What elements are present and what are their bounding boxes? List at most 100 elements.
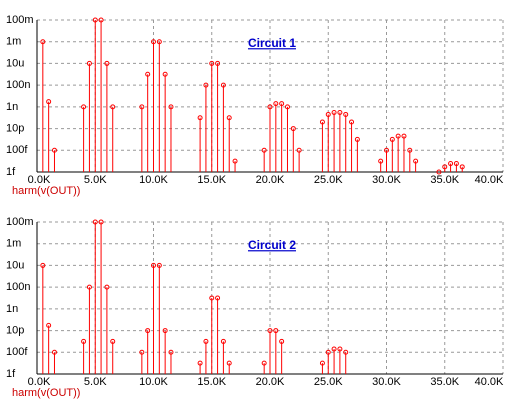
y-tick-label: 10p bbox=[6, 122, 24, 134]
stem-head bbox=[110, 104, 116, 110]
x-tick-label: 35.0K bbox=[430, 174, 459, 186]
y-tick-label: 1f bbox=[6, 368, 16, 380]
x-tick-label: 40.0K bbox=[475, 174, 504, 186]
y-tick-label: 100m bbox=[6, 14, 34, 26]
stem-head bbox=[46, 322, 52, 328]
y-tick-label: 1n bbox=[6, 101, 18, 113]
stem-head bbox=[51, 147, 57, 153]
stem-head bbox=[86, 284, 92, 290]
stem-head bbox=[81, 104, 87, 110]
x-tick-label: 25.0K bbox=[314, 174, 343, 186]
stem-head bbox=[203, 338, 209, 344]
stem-head bbox=[290, 126, 296, 132]
stem-head bbox=[81, 338, 87, 344]
stem-head bbox=[395, 133, 401, 139]
stem-head bbox=[273, 101, 279, 107]
x-tick-label: 20.0K bbox=[256, 376, 285, 388]
stem-head bbox=[92, 219, 98, 225]
x-tick-label: 15.0K bbox=[197, 174, 226, 186]
stem-head bbox=[86, 60, 92, 66]
x-tick-label: 25.0K bbox=[314, 376, 343, 388]
stem-head bbox=[98, 17, 104, 23]
y-tick-label: 100n bbox=[6, 281, 30, 293]
stem-head bbox=[156, 262, 162, 268]
stem-head bbox=[145, 71, 151, 77]
y-tick-label: 1m bbox=[6, 36, 21, 48]
x-tick-label: 35.0K bbox=[430, 376, 459, 388]
stem-head bbox=[343, 111, 349, 117]
stem-head bbox=[203, 82, 209, 88]
stem-head bbox=[325, 111, 331, 117]
stem-head bbox=[92, 17, 98, 23]
stem-head bbox=[331, 346, 337, 352]
annotation: Circuit 1 bbox=[248, 36, 296, 50]
stem-head bbox=[40, 262, 46, 268]
stem-head bbox=[389, 136, 395, 142]
stem-head bbox=[261, 360, 267, 366]
stem-head bbox=[197, 360, 203, 366]
stem-head bbox=[384, 147, 389, 153]
stem-head bbox=[273, 328, 279, 334]
stem-head bbox=[226, 360, 232, 366]
stem-head bbox=[215, 295, 221, 301]
stem-head bbox=[215, 60, 221, 66]
x-tick-label: 0.0K bbox=[28, 376, 51, 388]
stem-head bbox=[448, 161, 454, 167]
stem-head bbox=[110, 338, 116, 344]
stem-head bbox=[104, 60, 110, 66]
y-tick-label: 1f bbox=[6, 166, 16, 178]
stem-head bbox=[51, 349, 57, 355]
stem-head bbox=[413, 158, 419, 164]
stem-head bbox=[325, 349, 331, 355]
y-tick-label: 10p bbox=[6, 324, 24, 336]
stem-head bbox=[453, 161, 459, 167]
stem-head bbox=[197, 115, 203, 121]
stem-head bbox=[279, 338, 285, 344]
y-tick-label: 100f bbox=[6, 346, 28, 358]
x-tick-label: 30.0K bbox=[372, 174, 401, 186]
y-tick-label: 1n bbox=[6, 303, 18, 315]
stem-head bbox=[261, 147, 267, 153]
x-tick-label: 0.0K bbox=[28, 174, 51, 186]
stem-head bbox=[267, 104, 273, 110]
stem-head bbox=[168, 349, 174, 355]
x-tick-label: 10.0K bbox=[139, 174, 168, 186]
stem-head bbox=[162, 71, 168, 77]
y-tick-label: 1m bbox=[6, 238, 21, 250]
stem-head bbox=[168, 104, 174, 110]
stem-head bbox=[209, 60, 215, 66]
stem-head bbox=[139, 104, 145, 110]
y-tick-label: 10u bbox=[6, 57, 24, 69]
stem-head bbox=[331, 110, 337, 116]
stem-head bbox=[343, 349, 349, 355]
stem-head bbox=[354, 136, 360, 142]
x-tick-label: 5.0K bbox=[84, 174, 107, 186]
stem-head bbox=[337, 346, 343, 352]
stem-head bbox=[40, 39, 46, 45]
stem-head bbox=[145, 328, 151, 334]
stem-head bbox=[220, 82, 226, 88]
stem-head bbox=[401, 133, 407, 139]
stem-head bbox=[284, 104, 290, 110]
stem-head bbox=[151, 39, 156, 45]
stem-head bbox=[349, 119, 355, 125]
stem-head bbox=[226, 115, 232, 121]
y-tick-label: 100f bbox=[6, 144, 28, 156]
stem-head bbox=[220, 338, 226, 344]
stem-head bbox=[296, 147, 302, 153]
stem-head bbox=[209, 295, 215, 301]
stem-head bbox=[267, 328, 273, 334]
stem-head bbox=[139, 349, 145, 355]
stem-head bbox=[407, 147, 413, 153]
stem-head bbox=[151, 262, 156, 268]
y-tick-label: 10u bbox=[6, 259, 24, 271]
x-axis-label: harm(v(OUT)) bbox=[12, 185, 80, 197]
stem-head bbox=[156, 39, 162, 45]
stem-head bbox=[319, 360, 325, 366]
stem-head bbox=[46, 99, 52, 105]
stem-head bbox=[279, 101, 285, 107]
stem-head bbox=[319, 119, 325, 125]
x-tick-label: 15.0K bbox=[197, 376, 226, 388]
stem-head bbox=[98, 219, 104, 225]
